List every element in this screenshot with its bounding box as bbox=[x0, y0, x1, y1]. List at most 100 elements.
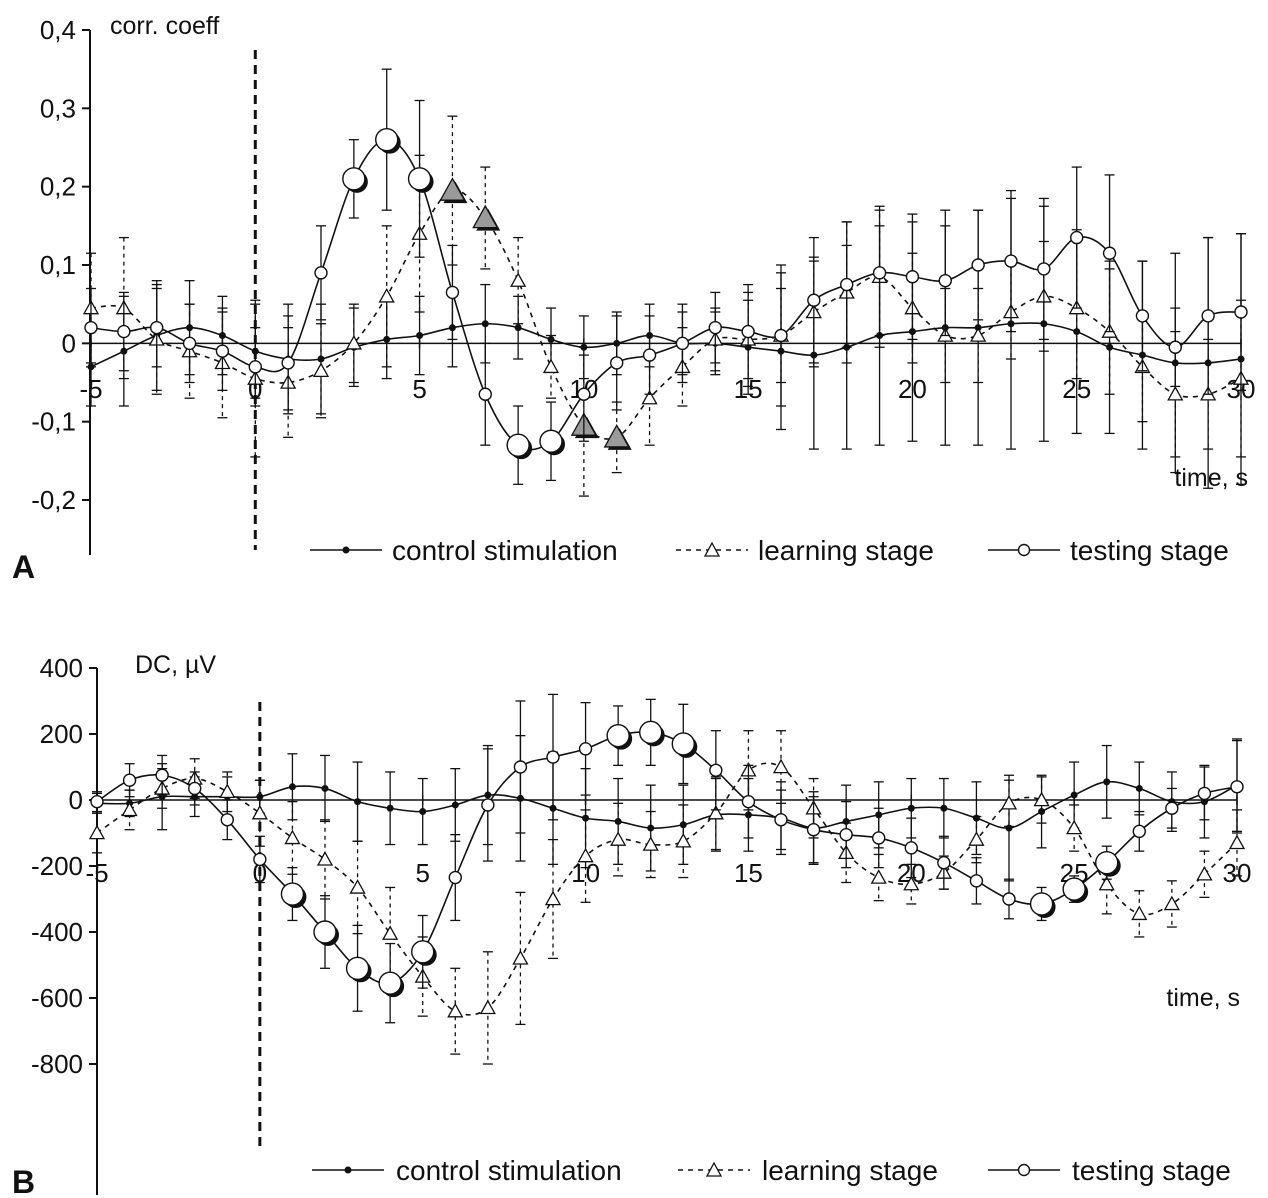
data-point bbox=[870, 869, 887, 884]
x-tick-label: -5 bbox=[85, 858, 108, 888]
panel-a-chart: 0,40,30,20,10-0,1-0,2-5051015202530corr.… bbox=[12, 12, 1255, 585]
data-point bbox=[577, 387, 591, 401]
data-point bbox=[774, 328, 788, 343]
x-tick-label: 15 bbox=[734, 858, 763, 888]
data-point bbox=[1230, 780, 1244, 794]
data-point bbox=[378, 971, 402, 995]
data-point bbox=[1070, 230, 1084, 245]
data-point bbox=[840, 277, 854, 292]
data-point bbox=[578, 742, 593, 756]
data-point bbox=[1029, 892, 1054, 916]
data-point bbox=[1163, 895, 1180, 911]
data-point bbox=[445, 285, 460, 300]
data-point bbox=[284, 829, 301, 845]
data-point bbox=[741, 324, 755, 339]
data-point bbox=[1167, 385, 1184, 401]
data-point bbox=[544, 890, 562, 906]
data-point bbox=[610, 831, 627, 846]
data-point bbox=[641, 389, 658, 405]
data-point bbox=[539, 429, 563, 453]
y-tick-label: -600 bbox=[31, 983, 83, 1013]
data-point bbox=[675, 336, 690, 351]
data-point bbox=[219, 783, 236, 798]
data-point bbox=[1033, 791, 1050, 807]
data-point bbox=[513, 760, 528, 774]
data-point bbox=[451, 801, 459, 809]
data-point bbox=[481, 320, 489, 328]
data-point bbox=[610, 356, 624, 370]
x-tick-label: 30 bbox=[1223, 858, 1252, 888]
data-point bbox=[1228, 834, 1246, 850]
data-point bbox=[280, 882, 305, 906]
data-point bbox=[248, 360, 262, 374]
data-point bbox=[188, 781, 202, 796]
data-point bbox=[312, 362, 330, 378]
data-point bbox=[510, 272, 527, 287]
y-tick-label: -200 bbox=[31, 851, 83, 881]
data-point bbox=[1098, 875, 1115, 891]
data-point bbox=[642, 836, 659, 851]
y-tick-label: -800 bbox=[31, 1049, 83, 1079]
data-point bbox=[577, 847, 594, 863]
data-point bbox=[382, 925, 399, 940]
data-point bbox=[411, 940, 435, 964]
data-point bbox=[970, 327, 987, 342]
panel-letter: B bbox=[12, 1164, 35, 1198]
data-point bbox=[439, 177, 466, 201]
data-point bbox=[150, 320, 164, 335]
data-point bbox=[1095, 851, 1119, 875]
data-point bbox=[1066, 819, 1083, 835]
series-testing-stage bbox=[84, 68, 1248, 485]
legend-marker bbox=[344, 1166, 352, 1174]
data-point bbox=[937, 856, 951, 870]
data-point bbox=[472, 204, 499, 229]
data-point bbox=[345, 956, 370, 980]
panel-b-chart: 4002000-200-400-600-800-5051015202530DC,… bbox=[12, 651, 1251, 1198]
data-point bbox=[447, 1002, 464, 1018]
data-point bbox=[88, 824, 106, 840]
data-point bbox=[1062, 877, 1086, 901]
data-point bbox=[354, 798, 362, 806]
legend-marker bbox=[342, 546, 350, 554]
data-point bbox=[969, 874, 984, 888]
data-point bbox=[316, 851, 334, 866]
data-point bbox=[416, 332, 424, 339]
data-point bbox=[905, 270, 920, 284]
data-point bbox=[378, 287, 395, 303]
data-point bbox=[1070, 791, 1078, 799]
data-point bbox=[741, 794, 756, 809]
data-point bbox=[345, 334, 362, 350]
legend-marker bbox=[703, 541, 721, 557]
y-tick-label: 0 bbox=[69, 785, 83, 815]
data-point bbox=[1102, 246, 1117, 260]
data-point bbox=[1103, 778, 1111, 786]
data-point bbox=[772, 758, 790, 774]
y-axis-title: DC, µV bbox=[135, 651, 216, 679]
data-point bbox=[182, 336, 197, 351]
data-point bbox=[709, 763, 723, 777]
data-point bbox=[313, 920, 337, 944]
data-point bbox=[774, 813, 788, 827]
data-point bbox=[1073, 328, 1081, 336]
x-tick-label: 5 bbox=[412, 374, 426, 404]
data-point bbox=[675, 832, 692, 848]
data-point bbox=[1135, 309, 1150, 323]
series-learning-stage bbox=[88, 730, 1246, 1065]
y-tick-label: 0,4 bbox=[40, 15, 76, 45]
y-tick-label: -0,1 bbox=[31, 407, 76, 437]
legend-label: control stimulation bbox=[392, 535, 618, 566]
y-tick-label: 0,2 bbox=[40, 172, 76, 202]
legend-marker bbox=[1017, 1163, 1031, 1177]
data-point bbox=[904, 841, 918, 855]
data-point bbox=[84, 320, 98, 335]
data-point bbox=[1234, 305, 1248, 319]
series-testing-stage bbox=[90, 693, 1244, 1024]
data-point bbox=[314, 266, 328, 280]
data-point bbox=[1005, 824, 1013, 832]
data-point bbox=[220, 813, 234, 827]
data-point bbox=[514, 324, 522, 332]
series-line bbox=[90, 322, 1242, 368]
data-point bbox=[419, 808, 427, 816]
data-point bbox=[90, 794, 104, 809]
